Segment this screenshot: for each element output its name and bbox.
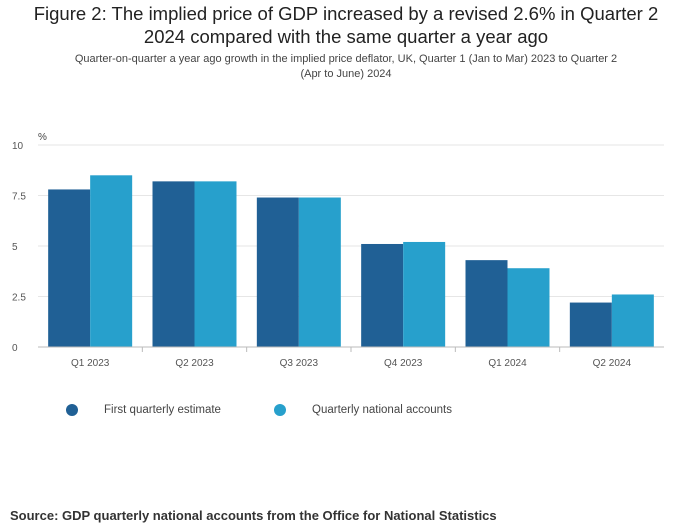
bar-quarterly-national-accounts — [611, 294, 654, 347]
chart-title: Figure 2: The implied price of GDP incre… — [0, 2, 692, 48]
chart-subtitle-line-1: Quarter-on-quarter a year ago growth in … — [74, 53, 618, 65]
x-tick-label: Q2 2024 — [593, 358, 632, 369]
y-tick-label: 2.5 — [12, 293, 26, 304]
bar-first-estimate — [465, 260, 508, 347]
legend-label-quarterly-national-accounts: Quarterly national accounts — [312, 404, 452, 416]
legend-swatch-first-estimate — [66, 404, 78, 416]
chart-title-line-1: Figure 2: The implied price of GDP incre… — [33, 3, 659, 24]
x-tick-label: Q2 2023 — [175, 358, 214, 369]
bar-quarterly-national-accounts — [90, 175, 133, 347]
legend-item-first-estimate: First quarterly estimate — [66, 400, 221, 420]
chart-subtitle: Quarter-on-quarter a year ago growth in … — [20, 52, 672, 82]
chart-title-line-2: 2024 compared with the same quarter a ye… — [143, 26, 549, 47]
x-tick-label: Q1 2024 — [488, 358, 527, 369]
y-tick-label: 10 — [12, 141, 24, 152]
x-tick-label: Q1 2023 — [71, 358, 110, 369]
x-tick-label: Q3 2023 — [280, 358, 319, 369]
y-axis-unit-label: % — [38, 132, 47, 143]
y-tick-label: 0 — [12, 343, 18, 354]
bar-chart: % 0 2.5 5 7.5 10 Q1 2023 Q2 2023 Q3 2023 Q4 2023 Q… — [12, 132, 664, 369]
bar-first-estimate — [361, 243, 404, 347]
bar-quarterly-national-accounts — [507, 268, 550, 347]
y-tick-label: 7.5 — [12, 192, 26, 203]
bar-quarterly-national-accounts — [194, 181, 237, 347]
source-note: Source: GDP quarterly national accounts … — [10, 508, 497, 523]
y-tick-label: 5 — [12, 242, 18, 253]
bar-first-estimate — [48, 189, 91, 347]
bar-quarterly-national-accounts — [298, 197, 341, 347]
bar-first-estimate — [256, 197, 299, 347]
legend-swatch-quarterly-national-accounts — [274, 404, 286, 416]
bar-quarterly-national-accounts — [403, 241, 446, 347]
bar-first-estimate — [152, 181, 195, 347]
legend-item-quarterly-national-accounts: Quarterly national accounts — [274, 400, 452, 420]
chart-subtitle-line-2: (Apr to June) 2024 — [300, 68, 392, 80]
x-tick-label: Q4 2023 — [384, 358, 423, 369]
bar-first-estimate — [569, 302, 612, 347]
legend-label-first-estimate: First quarterly estimate — [104, 404, 221, 416]
